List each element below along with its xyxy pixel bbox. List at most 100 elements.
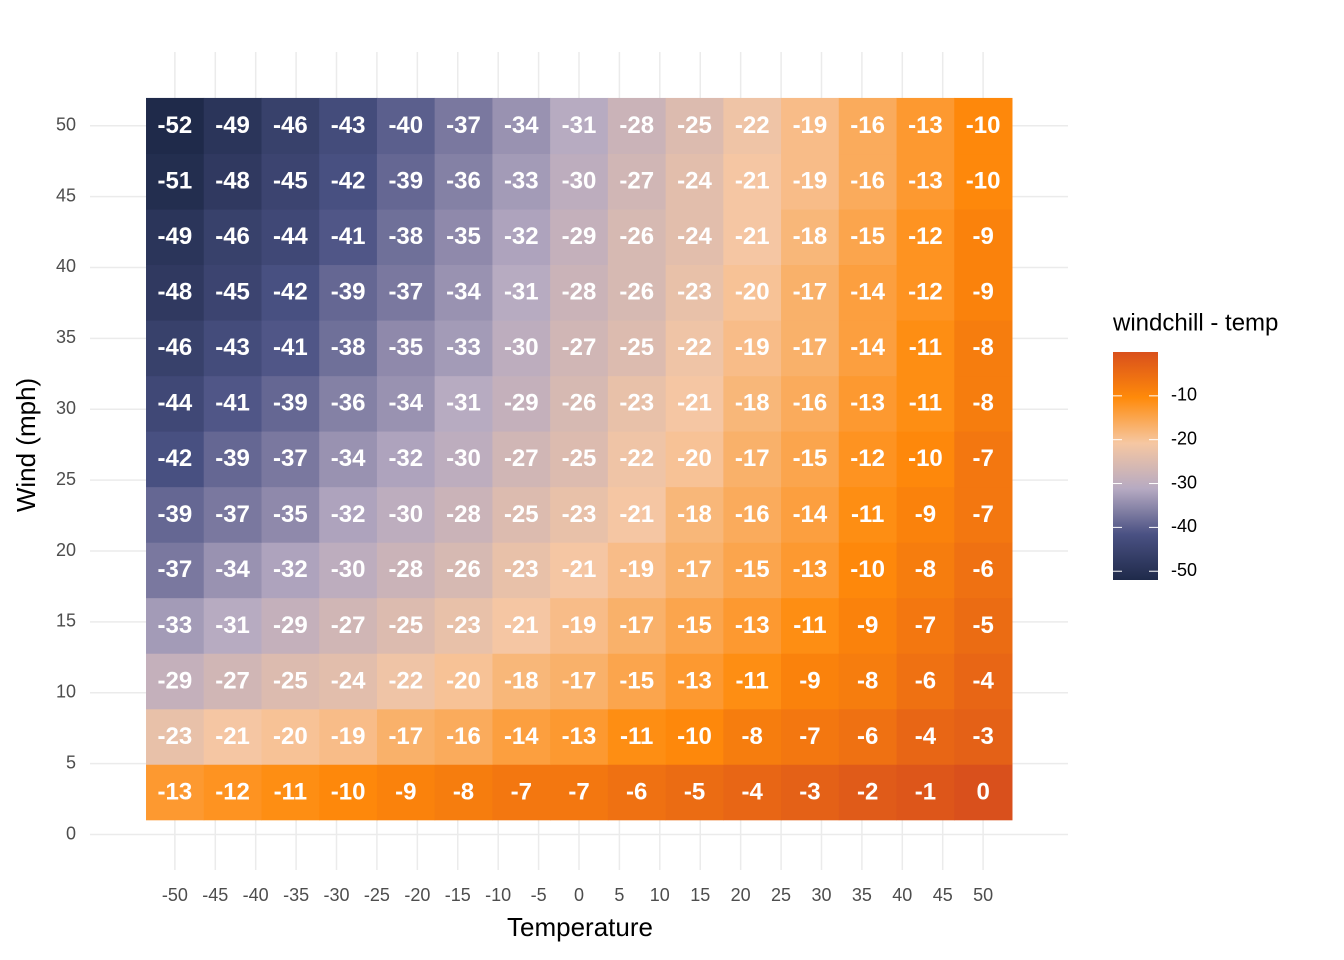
- x-tick-label: 5: [614, 885, 624, 905]
- tile: [319, 208, 378, 266]
- tile: [896, 542, 955, 599]
- cell-label: -42: [331, 168, 366, 195]
- tile: [146, 153, 205, 210]
- tile: [376, 208, 436, 266]
- cell-label: -22: [619, 445, 654, 472]
- x-tick-label: 25: [771, 885, 791, 905]
- tile: [896, 208, 955, 266]
- cell-label: -15: [619, 667, 654, 694]
- y-tick-label: 20: [56, 540, 76, 560]
- legend-tick-label: -40: [1171, 516, 1197, 536]
- cell-label: -7: [799, 723, 820, 750]
- cell-label: -34: [215, 556, 250, 583]
- tile: [896, 320, 955, 377]
- cell-label: -9: [857, 612, 878, 639]
- cell-label: -31: [446, 390, 481, 417]
- tile: [781, 153, 840, 210]
- tile: [319, 153, 378, 210]
- cell-label: -43: [331, 112, 366, 139]
- tile: [146, 208, 205, 266]
- tile: [492, 653, 551, 710]
- tile: [261, 542, 320, 599]
- tile: [954, 375, 1013, 432]
- cell-label: -7: [511, 778, 532, 805]
- tile: [261, 264, 320, 321]
- tile: [954, 208, 1013, 266]
- tile: [261, 486, 320, 543]
- cell-label: -22: [677, 334, 712, 361]
- cell-label: -45: [215, 279, 250, 306]
- cell-label: -4: [742, 778, 764, 805]
- tile: [434, 97, 493, 155]
- cell-label: -11: [909, 390, 942, 417]
- legend-tick-label: -10: [1171, 385, 1197, 405]
- tile: [723, 208, 782, 266]
- tile: [607, 542, 667, 599]
- cell-label: -37: [215, 501, 250, 528]
- cell-label: -12: [215, 778, 250, 805]
- tile: [723, 431, 782, 488]
- cell-label: -5: [972, 612, 993, 639]
- cell-label: -17: [562, 667, 597, 694]
- tile: [261, 708, 320, 765]
- cell-label: -13: [158, 778, 193, 805]
- cell-label: -25: [619, 334, 654, 361]
- tile: [261, 375, 320, 432]
- cell-label: -8: [742, 723, 763, 750]
- tile: [434, 486, 493, 543]
- tile: [665, 653, 724, 710]
- tile: [896, 597, 955, 654]
- cell-label: -8: [453, 778, 474, 805]
- x-tick-label: -50: [162, 885, 188, 905]
- x-tick-label: 20: [731, 885, 751, 905]
- cell-label: -30: [446, 445, 481, 472]
- tile: [146, 542, 205, 599]
- cell-label: -27: [331, 612, 366, 639]
- y-tick-label: 25: [56, 469, 76, 489]
- cell-label: -29: [562, 223, 597, 250]
- cell-label: -25: [273, 667, 308, 694]
- tile: [319, 264, 378, 321]
- tile: [146, 320, 205, 377]
- cell-label: -18: [735, 390, 770, 417]
- tile: [896, 153, 955, 210]
- tile: [492, 153, 551, 210]
- tile: [665, 375, 724, 432]
- tile: [492, 264, 551, 321]
- cell-label: -23: [446, 612, 481, 639]
- tile: [665, 708, 724, 765]
- tile: [954, 264, 1013, 321]
- tile: [896, 708, 955, 765]
- tile: [550, 764, 609, 821]
- tile: [376, 264, 436, 321]
- cell-label: -32: [273, 556, 308, 583]
- cell-label: -16: [735, 501, 770, 528]
- tile: [146, 375, 205, 432]
- cell-label: -23: [619, 390, 654, 417]
- tile: [203, 153, 262, 210]
- tile: [838, 708, 897, 765]
- y-tick-label: 5: [66, 752, 76, 772]
- tile: [781, 597, 840, 654]
- tile: [723, 320, 782, 377]
- tile: [434, 431, 493, 488]
- tile: [550, 708, 609, 765]
- tile: [376, 542, 436, 599]
- tile: [492, 708, 551, 765]
- x-tick-label: 50: [973, 885, 993, 905]
- tile: [550, 375, 609, 432]
- cell-label: -49: [215, 112, 250, 139]
- tile: [665, 597, 724, 654]
- tile: [781, 208, 840, 266]
- tile: [434, 597, 493, 654]
- tile: [376, 597, 436, 654]
- tile: [896, 764, 955, 821]
- cell-label: -33: [504, 168, 539, 195]
- tile: [607, 597, 667, 654]
- tile: [434, 542, 493, 599]
- cell-label: -14: [850, 279, 885, 306]
- cell-label: -7: [915, 612, 936, 639]
- cell-label: -12: [908, 223, 943, 250]
- cell-label: -4: [972, 667, 994, 694]
- cell-label: -24: [677, 168, 712, 195]
